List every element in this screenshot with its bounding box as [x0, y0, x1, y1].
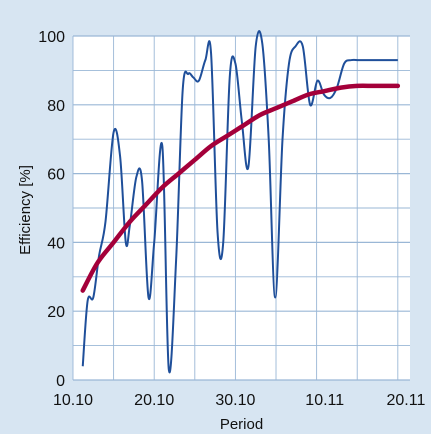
x-tick-label: 10.10	[53, 392, 93, 409]
x-tick-label: 20.11	[387, 392, 426, 409]
y-tick-label: 20	[47, 304, 65, 321]
x-tick-label: 30.10	[215, 392, 255, 409]
x-tick-label: 10.11	[305, 392, 344, 409]
x-axis-title: Period	[220, 416, 263, 433]
grid	[72, 35, 410, 381]
y-tick-label: 80	[47, 98, 65, 115]
tick-labels: 0 20 40 60 80 100 10.10 20.10 30.10 10.11 20.11	[38, 29, 425, 409]
series-lines	[80, 30, 401, 374]
y-tick-label: 60	[47, 167, 65, 184]
y-tick-label: 40	[47, 235, 65, 252]
y-axis-title: Efficiency [%]	[17, 165, 34, 255]
y-tick-label: 0	[56, 373, 65, 390]
trend-line	[80, 83, 401, 293]
y-tick-label: 100	[38, 29, 65, 46]
x-tick-label: 20.10	[134, 392, 174, 409]
